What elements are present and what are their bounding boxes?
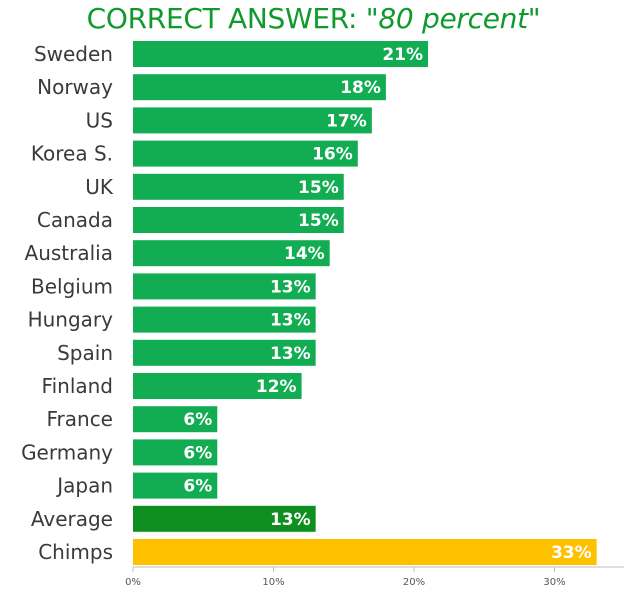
value-label: 17% bbox=[326, 111, 367, 131]
bar-spain bbox=[133, 339, 316, 366]
value-label: 14% bbox=[284, 244, 325, 264]
category-label: Sweden bbox=[34, 42, 113, 66]
value-label: 16% bbox=[312, 145, 353, 165]
category-label: Finland bbox=[42, 374, 113, 398]
x-tick-label: 30% bbox=[543, 577, 565, 588]
category-label: Germany bbox=[21, 440, 113, 464]
bar-average bbox=[133, 505, 316, 532]
bar-uk bbox=[133, 173, 344, 200]
category-label: Average bbox=[31, 507, 113, 531]
value-label: 13% bbox=[270, 344, 311, 364]
bar-chimps bbox=[133, 539, 597, 565]
value-label: 15% bbox=[298, 211, 339, 231]
bar-france bbox=[133, 406, 218, 433]
category-label: Chimps bbox=[38, 540, 113, 564]
x-tick-label: 10% bbox=[262, 577, 284, 588]
bar-germany bbox=[133, 439, 218, 466]
x-tick-label: 20% bbox=[403, 577, 425, 588]
value-label: 13% bbox=[270, 510, 311, 530]
bar-hungary bbox=[133, 306, 316, 333]
bar-norway bbox=[133, 74, 386, 101]
category-label: Norway bbox=[37, 75, 113, 99]
value-label: 13% bbox=[270, 277, 311, 297]
value-label: 15% bbox=[298, 178, 339, 198]
category-label: Belgium bbox=[31, 274, 113, 298]
title-prefix: CORRECT ANSWER: bbox=[86, 2, 366, 35]
value-label: 6% bbox=[183, 443, 212, 463]
value-label: 33% bbox=[551, 543, 592, 563]
category-label: Hungary bbox=[28, 308, 114, 332]
value-label: 6% bbox=[183, 477, 212, 497]
value-label: 21% bbox=[382, 45, 423, 65]
category-label: Australia bbox=[25, 241, 113, 265]
value-label: 6% bbox=[183, 410, 212, 430]
category-label: France bbox=[46, 407, 113, 431]
category-label: Spain bbox=[57, 341, 113, 365]
bar-australia bbox=[133, 240, 330, 267]
x-tick-label: 0% bbox=[125, 577, 141, 588]
bar-us bbox=[133, 107, 372, 134]
bar-finland bbox=[133, 373, 302, 399]
bar-belgium bbox=[133, 273, 316, 300]
category-label: Canada bbox=[37, 208, 113, 232]
title-answer: "80 percent" bbox=[365, 2, 541, 35]
category-label: Korea S. bbox=[31, 142, 113, 166]
chart-title: CORRECT ANSWER: "80 percent" bbox=[0, 2, 627, 35]
bar-canada bbox=[133, 207, 344, 233]
value-label: 18% bbox=[340, 78, 381, 98]
bar-sweden bbox=[133, 41, 429, 67]
category-label: Japan bbox=[55, 474, 113, 498]
value-label: 12% bbox=[256, 377, 297, 397]
value-label: 13% bbox=[270, 311, 311, 331]
category-label: UK bbox=[85, 175, 114, 199]
category-label: US bbox=[86, 108, 113, 132]
bar-japan bbox=[133, 472, 218, 499]
bar-korea-s bbox=[133, 140, 358, 167]
